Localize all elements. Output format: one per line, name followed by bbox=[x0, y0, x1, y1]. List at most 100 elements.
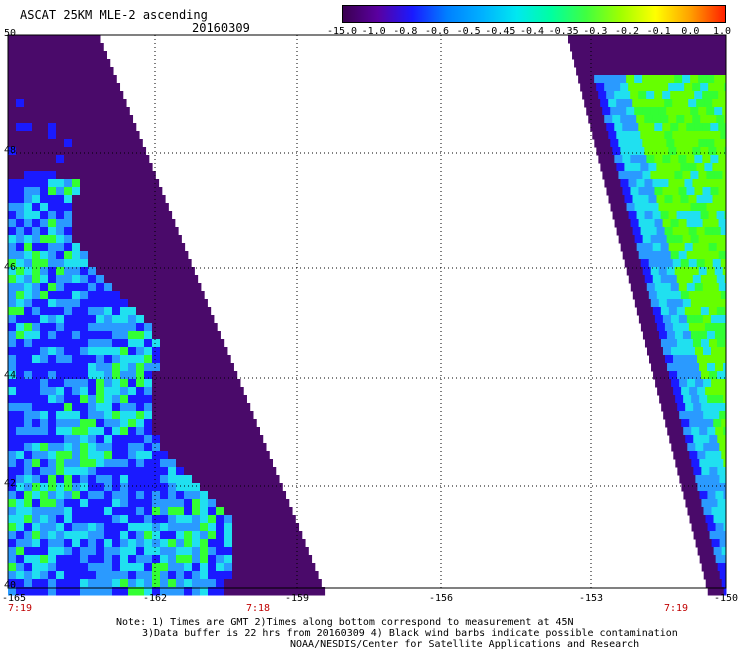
swath-cell bbox=[8, 539, 17, 548]
swath-cell bbox=[706, 171, 715, 180]
swath-cell bbox=[618, 171, 627, 180]
swath-cell bbox=[208, 483, 217, 492]
swath-cell bbox=[72, 531, 81, 540]
swath-cell bbox=[152, 211, 161, 220]
swath-cell bbox=[674, 299, 684, 308]
swath-cell bbox=[184, 555, 193, 564]
swath-cell bbox=[685, 403, 694, 412]
swath-cell bbox=[136, 587, 145, 596]
swath-cell bbox=[64, 235, 73, 244]
swath-cell bbox=[104, 451, 113, 460]
swath-cell bbox=[16, 83, 25, 92]
swath-cell bbox=[588, 83, 597, 92]
lon-label-153: -153 bbox=[578, 593, 604, 604]
swath-cell bbox=[152, 483, 161, 492]
swath-cell bbox=[656, 291, 666, 300]
swath-cell bbox=[160, 443, 169, 452]
swath-cell bbox=[216, 475, 225, 484]
swath-cell bbox=[606, 187, 615, 196]
swath-cell bbox=[144, 411, 153, 420]
swath-cell bbox=[136, 475, 145, 484]
swath-cell bbox=[112, 195, 121, 204]
swath-cell bbox=[152, 579, 161, 588]
swath-cell bbox=[160, 283, 169, 292]
swath-cell bbox=[160, 555, 169, 564]
swath-cell bbox=[649, 355, 658, 364]
swath-cell bbox=[120, 123, 129, 132]
swath-cell bbox=[88, 419, 97, 428]
swath-cell bbox=[152, 435, 161, 444]
swath-cell bbox=[48, 419, 57, 428]
swath-cell bbox=[640, 291, 650, 300]
swath-cell bbox=[272, 523, 281, 532]
swath-cell bbox=[80, 475, 89, 484]
swath-cell bbox=[40, 427, 49, 436]
swath-cell bbox=[715, 363, 724, 372]
swath-cell bbox=[704, 259, 714, 268]
swath-cell bbox=[691, 523, 701, 532]
swath-cell bbox=[104, 179, 113, 188]
swath-cell bbox=[8, 563, 17, 572]
swath-cell bbox=[104, 211, 113, 220]
color-scale-tick: -0.8 bbox=[393, 26, 418, 37]
color-scale-tick: -1.0 bbox=[361, 26, 386, 37]
swath-cell bbox=[248, 499, 257, 508]
swath-cell bbox=[32, 91, 41, 100]
swath-cell bbox=[636, 179, 645, 188]
swath-cell bbox=[40, 187, 49, 196]
swath-cell bbox=[710, 91, 719, 100]
swath-cell bbox=[136, 203, 145, 212]
lon-label-162: -162 bbox=[142, 593, 168, 604]
swath-cell bbox=[32, 451, 41, 460]
swath-cell bbox=[24, 499, 33, 508]
swath-cell bbox=[620, 83, 629, 92]
swath-cell bbox=[168, 451, 177, 460]
swath-cell bbox=[176, 507, 185, 516]
map-title: ASCAT 25KM MLE-2 ascending bbox=[20, 8, 208, 22]
swath-cell bbox=[40, 147, 49, 156]
swath-cell bbox=[200, 459, 209, 468]
swath-cell bbox=[112, 531, 121, 540]
swath-cell bbox=[120, 291, 129, 300]
swath-cell bbox=[586, 107, 595, 116]
swath-cell bbox=[104, 267, 113, 276]
swath-cell bbox=[717, 531, 727, 540]
swath-cell bbox=[120, 507, 129, 516]
swath-cell bbox=[304, 547, 309, 556]
swath-cell bbox=[32, 267, 41, 276]
swath-cell bbox=[642, 331, 652, 340]
swath-cell bbox=[256, 563, 265, 572]
swath-cell bbox=[176, 363, 185, 372]
swath-cell bbox=[24, 515, 33, 524]
swath-cell bbox=[128, 243, 137, 252]
swath-cell bbox=[668, 147, 677, 156]
swath-cell bbox=[96, 387, 105, 396]
swath-cell bbox=[666, 75, 675, 84]
swath-cell bbox=[64, 291, 73, 300]
swath-cell bbox=[224, 379, 233, 388]
swath-cell bbox=[700, 275, 710, 284]
swath-cell bbox=[708, 115, 717, 124]
swath-cell bbox=[232, 539, 241, 548]
swath-cell bbox=[112, 211, 121, 220]
swath-cell bbox=[64, 475, 73, 484]
swath-cell bbox=[48, 51, 57, 60]
swath-cell bbox=[654, 91, 663, 100]
swath-cell bbox=[24, 435, 33, 444]
lat-label-42: 42 bbox=[4, 478, 17, 489]
swath-cell bbox=[56, 475, 65, 484]
swath-cell bbox=[176, 251, 185, 260]
swath-cell bbox=[48, 187, 57, 196]
swath-cell bbox=[16, 539, 25, 548]
swath-cell bbox=[136, 363, 145, 372]
swath-cell bbox=[96, 123, 105, 132]
swath-cell bbox=[144, 299, 153, 308]
swath-cell bbox=[240, 515, 249, 524]
swath-cell bbox=[264, 579, 273, 588]
swath-cell bbox=[128, 555, 137, 564]
swath-cell bbox=[32, 499, 41, 508]
swath-cell bbox=[696, 163, 705, 172]
swath-cell bbox=[128, 355, 137, 364]
swath-cell bbox=[104, 307, 113, 316]
swath-cell bbox=[40, 435, 49, 444]
